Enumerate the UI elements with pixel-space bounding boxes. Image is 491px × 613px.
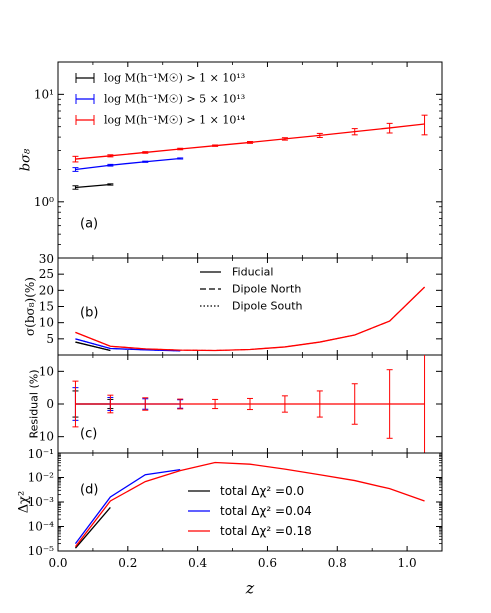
x-tick-label: 0.0 xyxy=(48,556,67,570)
y-tick-label: 10 xyxy=(39,364,54,378)
y-tick-label: 30 xyxy=(39,252,54,266)
series-line xyxy=(75,183,111,189)
y-tick-label: −10 xyxy=(29,430,54,444)
series-line-dotted xyxy=(75,338,181,352)
x-axis-label: z xyxy=(245,579,255,598)
legend-label: Fiducial xyxy=(232,266,273,279)
series-line xyxy=(74,507,111,549)
y-tick-label: 10⁻² xyxy=(28,471,55,485)
x-tick-label: 1.0 xyxy=(398,556,417,570)
legend-label: log M(h⁻¹M☉) > 1 × 10¹⁴ xyxy=(104,114,246,127)
legend-label: Dipole South xyxy=(232,300,303,313)
series-line xyxy=(75,157,181,171)
y-tick-label: 0 xyxy=(46,397,54,411)
x-tick-label: 0.4 xyxy=(188,556,207,570)
x-tick-label: 0.6 xyxy=(258,556,277,570)
y-tick-label: 15 xyxy=(39,300,54,314)
y-tick-label: 20 xyxy=(39,283,54,297)
series-line xyxy=(74,468,181,545)
panel-label: (c) xyxy=(80,427,97,442)
y-axis-label: bσ₈ xyxy=(19,148,34,171)
y-tick-label: 10 xyxy=(39,316,54,330)
y-axis-label: Δχ² xyxy=(17,491,32,513)
panel-1 xyxy=(57,61,443,259)
y-axis-label: Residual (%) xyxy=(28,370,41,439)
legend-label: log M(h⁻¹M☉) > 5 × 10¹³ xyxy=(104,93,245,106)
y-tick-label: 10⁰ xyxy=(34,195,54,209)
y-tick-label: 10⁻⁵ xyxy=(28,544,55,558)
legend-label: total Δχ² =0.04 xyxy=(220,504,312,518)
y-tick-label: 5 xyxy=(46,332,54,346)
legend-label: Dipole North xyxy=(232,283,301,296)
y-tick-label: 10¹ xyxy=(34,87,54,101)
panel-label: (b) xyxy=(80,306,98,321)
legend-label: total Δχ² =0.0 xyxy=(220,484,304,498)
panel-4 xyxy=(57,452,443,552)
series-line-dotted xyxy=(75,286,425,351)
series-line xyxy=(75,286,425,352)
y-tick-label: 10⁻⁴ xyxy=(28,520,55,534)
series-line-dashed xyxy=(75,341,111,351)
panel-3 xyxy=(57,354,443,454)
panel-label: (d) xyxy=(80,483,98,498)
plot-frame xyxy=(57,61,443,259)
x-tick-label: 0.8 xyxy=(328,556,347,570)
y-axis-label: σ(bσ₈)(%) xyxy=(23,277,37,336)
panel-2 xyxy=(57,257,443,356)
legend-label: total Δχ² =0.18 xyxy=(220,524,312,538)
series-line-dashed xyxy=(75,286,425,351)
panel-label: (a) xyxy=(80,217,98,232)
y-tick-label: 10⁻¹ xyxy=(28,447,54,461)
y-tick-label: 25 xyxy=(39,267,54,281)
series-line xyxy=(74,461,425,548)
y-tick-label: 10⁻³ xyxy=(28,495,55,509)
x-tick-label: 0.2 xyxy=(118,556,137,570)
legend-label: log M(h⁻¹M☉) > 1 × 10¹³ xyxy=(104,72,245,85)
